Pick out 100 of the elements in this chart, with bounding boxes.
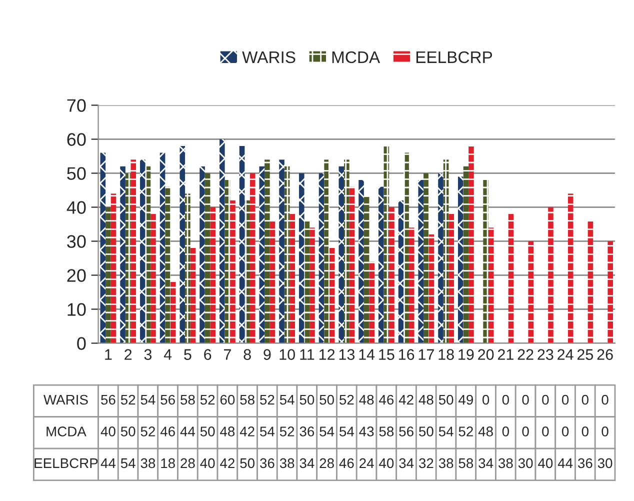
y-tick-label: 70	[67, 99, 86, 112]
x-tick-label: 18	[438, 349, 454, 360]
data-label: 43	[359, 426, 374, 436]
data-label: 0	[562, 394, 569, 405]
data-label: 0	[542, 394, 549, 405]
bar	[190, 248, 196, 344]
data-label: 56	[399, 426, 414, 436]
data-label: 60	[220, 394, 235, 405]
data-label: 36	[260, 458, 274, 468]
bar	[279, 160, 284, 344]
data-label: 34	[478, 458, 494, 468]
data-label: 54	[340, 426, 354, 436]
x-tick-label: 22	[518, 349, 534, 360]
x-tick-label: 25	[577, 349, 594, 360]
text: MCDA	[46, 426, 86, 436]
data-label: 28	[320, 458, 334, 468]
x-tick-label: 24	[558, 349, 574, 360]
data-label: 0	[502, 394, 509, 405]
bar	[150, 214, 156, 344]
x-tick-label: 19	[458, 349, 474, 360]
bar	[364, 197, 370, 344]
data-label: 50	[300, 394, 314, 405]
data-label: 0	[542, 426, 549, 436]
bar	[185, 194, 190, 344]
bar	[398, 200, 404, 344]
data-label: 32	[418, 458, 434, 468]
bar	[100, 152, 106, 344]
bar	[250, 173, 256, 344]
x-tick-label: 4	[164, 349, 172, 360]
text: EELBCRP	[34, 458, 98, 468]
data-label: 18	[161, 458, 175, 468]
data-label: 0	[522, 426, 529, 436]
data-label: 0	[482, 394, 490, 405]
bar	[120, 166, 126, 344]
bar	[463, 166, 469, 344]
y-tick-label: 60	[67, 133, 86, 146]
data-label: 40	[100, 426, 116, 436]
x-tick-label: 15	[379, 349, 394, 360]
data-label: 52	[120, 394, 136, 405]
data-label: 0	[582, 394, 588, 405]
data-label: 54	[438, 426, 454, 436]
bar	[588, 220, 594, 344]
data-label: 28	[180, 458, 195, 468]
data-label: 52	[260, 394, 274, 405]
data-label: 44	[100, 458, 116, 468]
bar	[180, 146, 186, 344]
data-label: 52	[200, 394, 215, 405]
data-label: 44	[558, 458, 573, 468]
data-label: 56	[160, 394, 175, 405]
data-label: 46	[339, 458, 354, 468]
data-label: 54	[140, 394, 156, 405]
bar	[548, 207, 554, 344]
bar	[404, 152, 409, 344]
data-label: 42	[398, 394, 414, 405]
data-label: 38	[140, 458, 156, 468]
data-label: 54	[280, 394, 294, 405]
data-label: 44	[180, 426, 196, 436]
data-label: 38	[498, 458, 513, 468]
bar	[244, 200, 250, 344]
data-label: 52	[280, 426, 294, 436]
data-label: 58	[379, 426, 394, 436]
bar	[140, 160, 146, 344]
data-label: 42	[220, 458, 234, 468]
bar	[488, 228, 494, 344]
x-tick-label: 12	[319, 349, 335, 360]
data-label: 54	[320, 426, 334, 436]
data-label: 40	[538, 458, 553, 468]
data-label: 46	[379, 394, 394, 405]
y-tick-label: 40	[66, 201, 86, 214]
bar	[239, 146, 245, 344]
data-label: 36	[578, 458, 592, 468]
bar	[448, 214, 454, 344]
x-tick-label: 5	[184, 349, 192, 360]
data-label: 52	[340, 394, 354, 405]
bar	[483, 180, 488, 344]
bar	[338, 166, 344, 344]
data-label: 50	[419, 426, 434, 436]
bar	[468, 146, 474, 344]
data-label: 54	[120, 458, 136, 468]
bar	[145, 166, 151, 344]
data-label: 56	[101, 394, 116, 405]
text: WARIS	[44, 394, 88, 405]
bar	[224, 180, 230, 344]
data-label: 0	[602, 426, 608, 436]
bar	[270, 220, 276, 344]
bar	[528, 241, 534, 344]
data-label: 0	[602, 394, 608, 405]
bar	[298, 173, 304, 344]
bar	[568, 194, 574, 344]
bar	[608, 241, 613, 344]
bar	[230, 200, 236, 344]
x-tick-label: 7	[224, 349, 231, 360]
data-label: 48	[359, 394, 374, 405]
bar	[264, 160, 270, 344]
data-label: 0	[522, 394, 529, 405]
x-tick-label: 17	[418, 349, 434, 360]
x-tick-label: 2	[124, 349, 132, 360]
x-tick-label: 23	[538, 349, 554, 360]
bar	[310, 228, 315, 344]
data-label: 52	[458, 426, 473, 436]
